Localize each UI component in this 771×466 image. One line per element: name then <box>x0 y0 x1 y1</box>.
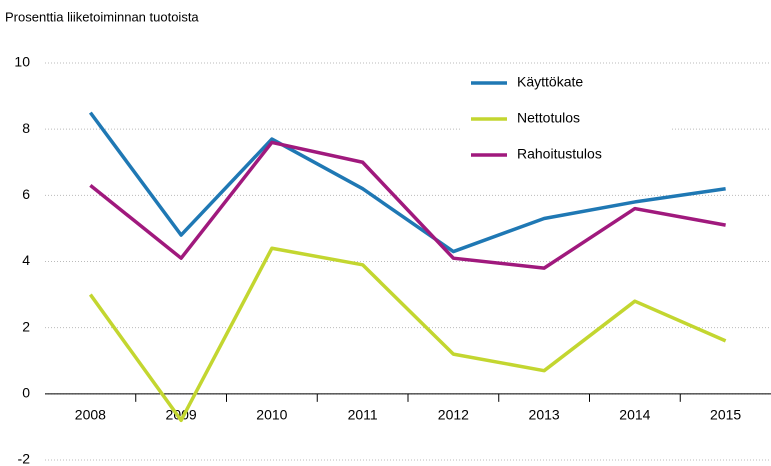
chart-title: Prosenttia liiketoiminnan tuotoista <box>5 9 199 24</box>
y-tick-label: -2 <box>18 451 31 466</box>
x-tick-label: 2014 <box>619 407 650 423</box>
y-tick-label: 4 <box>22 252 30 268</box>
y-tick-label: 0 <box>22 385 30 401</box>
series-line <box>89 140 726 270</box>
series-line <box>88 246 727 423</box>
y-tick-label: 10 <box>14 54 30 70</box>
legend-label: Käyttökate <box>517 74 583 90</box>
legend-label: Rahoitustulos <box>517 146 602 162</box>
y-tick-label: 8 <box>22 120 30 136</box>
x-tick-label: 2012 <box>438 407 469 423</box>
x-tick-label: 2008 <box>75 407 106 423</box>
legend-label: Nettotulos <box>517 110 580 126</box>
y-tick-label: 6 <box>22 186 30 202</box>
x-tick-label: 2011 <box>348 407 378 423</box>
x-tick-label: 2013 <box>529 407 560 423</box>
y-tick-label: 2 <box>22 318 30 334</box>
series-line <box>88 111 726 254</box>
x-tick-label: 2010 <box>256 407 287 423</box>
x-tick-label: 2015 <box>710 407 741 423</box>
